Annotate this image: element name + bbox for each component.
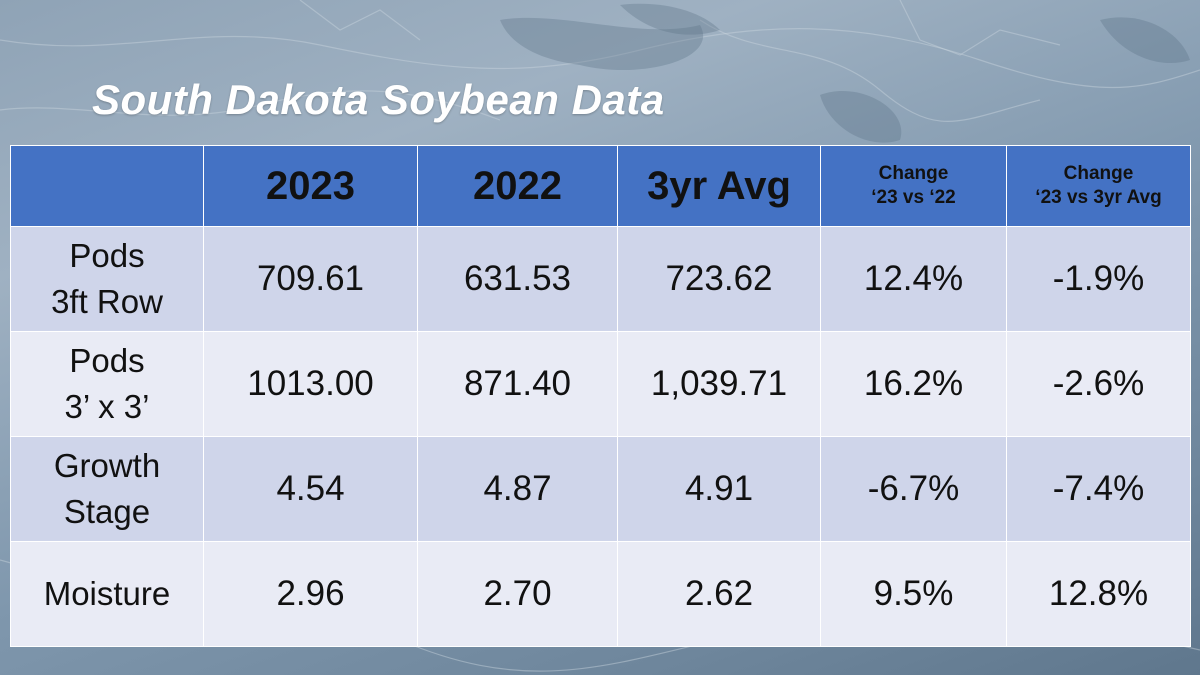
cell-3yr-avg: 1,039.71 [617,331,821,437]
header-3yr-avg: 3yr Avg [617,145,821,227]
row-label: Pods 3ft Row [10,226,204,332]
row-label-line1: Pods [69,342,145,379]
cell-2023: 709.61 [203,226,418,332]
table-row: Pods 3’ x 3’ 1013.00 871.40 1,039.71 16.… [10,331,1191,437]
cell-3yr-avg: 4.91 [617,436,821,542]
header-change-vs-22: Change ‘23 vs ‘22 [820,145,1007,227]
header-2023: 2023 [203,145,418,227]
row-label-line1: Growth [53,447,161,484]
cell-change-vs-3yr: 12.8% [1006,541,1191,647]
cell-2023: 2.96 [203,541,418,647]
row-label-line2: Stage [63,493,151,530]
header-2022: 2022 [417,145,618,227]
header-blank-cell [10,145,204,227]
header-change-vs-22-line1: Change [878,163,949,184]
cell-2023: 4.54 [203,436,418,542]
header-change-vs-3yr-line1: Change [1063,163,1134,184]
table-row: Pods 3ft Row 709.61 631.53 723.62 12.4% … [10,226,1191,332]
row-label: Pods 3’ x 3’ [10,331,204,437]
row-label-line2: 3’ x 3’ [64,388,150,425]
cell-3yr-avg: 2.62 [617,541,821,647]
row-label: Growth Stage [10,436,204,542]
cell-change-vs-22: 9.5% [820,541,1007,647]
cell-change-vs-3yr: -2.6% [1006,331,1191,437]
slide-title: South Dakota Soybean Data [92,76,665,123]
row-label: Moisture [10,541,204,647]
cell-2022: 871.40 [417,331,618,437]
cell-change-vs-3yr: -7.4% [1006,436,1191,542]
row-label-line2: 3ft Row [51,283,163,320]
cell-change-vs-22: 16.2% [820,331,1007,437]
cell-2022: 2.70 [417,541,618,647]
cell-change-vs-3yr: -1.9% [1006,226,1191,332]
cell-2022: 631.53 [417,226,618,332]
table-row: Growth Stage 4.54 4.87 4.91 -6.7% -7.4% [10,436,1191,542]
row-label-line1: Moisture [43,575,171,612]
header-change-vs-3yr-line2: ‘23 vs 3yr Avg [1035,187,1162,208]
cell-2022: 4.87 [417,436,618,542]
header-change-vs-3yr: Change ‘23 vs 3yr Avg [1006,145,1191,227]
header-change-vs-22-line2: ‘23 vs ‘22 [871,187,956,208]
table-row: Moisture 2.96 2.70 2.62 9.5% 12.8% [10,541,1191,647]
header-row: 2023 2022 3yr Avg Change ‘23 vs ‘22 Chan… [10,145,1191,227]
row-label-line1: Pods [69,237,145,274]
cell-change-vs-22: -6.7% [820,436,1007,542]
cell-2023: 1013.00 [203,331,418,437]
cell-3yr-avg: 723.62 [617,226,821,332]
cell-change-vs-22: 12.4% [820,226,1007,332]
soybean-data-table: 2023 2022 3yr Avg Change ‘23 vs ‘22 Chan… [10,145,1191,647]
